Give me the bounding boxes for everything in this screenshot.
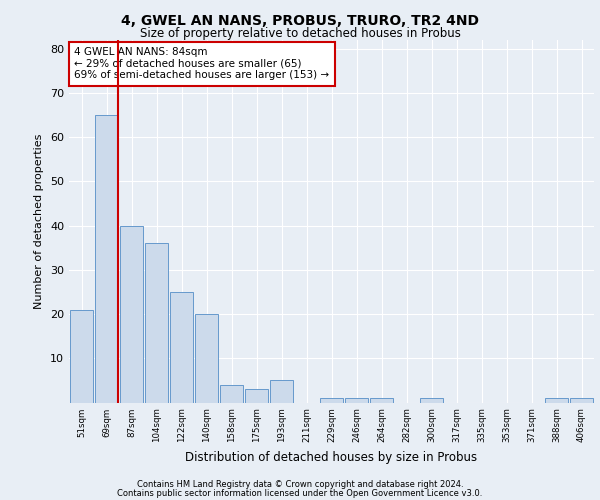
Y-axis label: Number of detached properties: Number of detached properties (34, 134, 44, 309)
Bar (344, 398, 368, 402)
Bar (170, 292, 193, 403)
Bar (220, 385, 244, 402)
Bar (194, 314, 218, 402)
Text: Contains HM Land Registry data © Crown copyright and database right 2024.: Contains HM Land Registry data © Crown c… (137, 480, 463, 489)
Bar (569, 398, 593, 402)
Bar (70, 310, 94, 402)
Bar (245, 389, 268, 402)
Bar (119, 226, 143, 402)
Bar (320, 398, 343, 402)
Text: Size of property relative to detached houses in Probus: Size of property relative to detached ho… (140, 28, 460, 40)
Bar (370, 398, 394, 402)
Bar (419, 398, 443, 402)
Text: 4, GWEL AN NANS, PROBUS, TRURO, TR2 4ND: 4, GWEL AN NANS, PROBUS, TRURO, TR2 4ND (121, 14, 479, 28)
Bar (545, 398, 568, 402)
Bar (95, 115, 118, 403)
Bar (269, 380, 293, 402)
X-axis label: Distribution of detached houses by size in Probus: Distribution of detached houses by size … (185, 450, 478, 464)
Text: 4 GWEL AN NANS: 84sqm
← 29% of detached houses are smaller (65)
69% of semi-deta: 4 GWEL AN NANS: 84sqm ← 29% of detached … (74, 48, 329, 80)
Bar (145, 244, 169, 402)
Text: Contains public sector information licensed under the Open Government Licence v3: Contains public sector information licen… (118, 488, 482, 498)
